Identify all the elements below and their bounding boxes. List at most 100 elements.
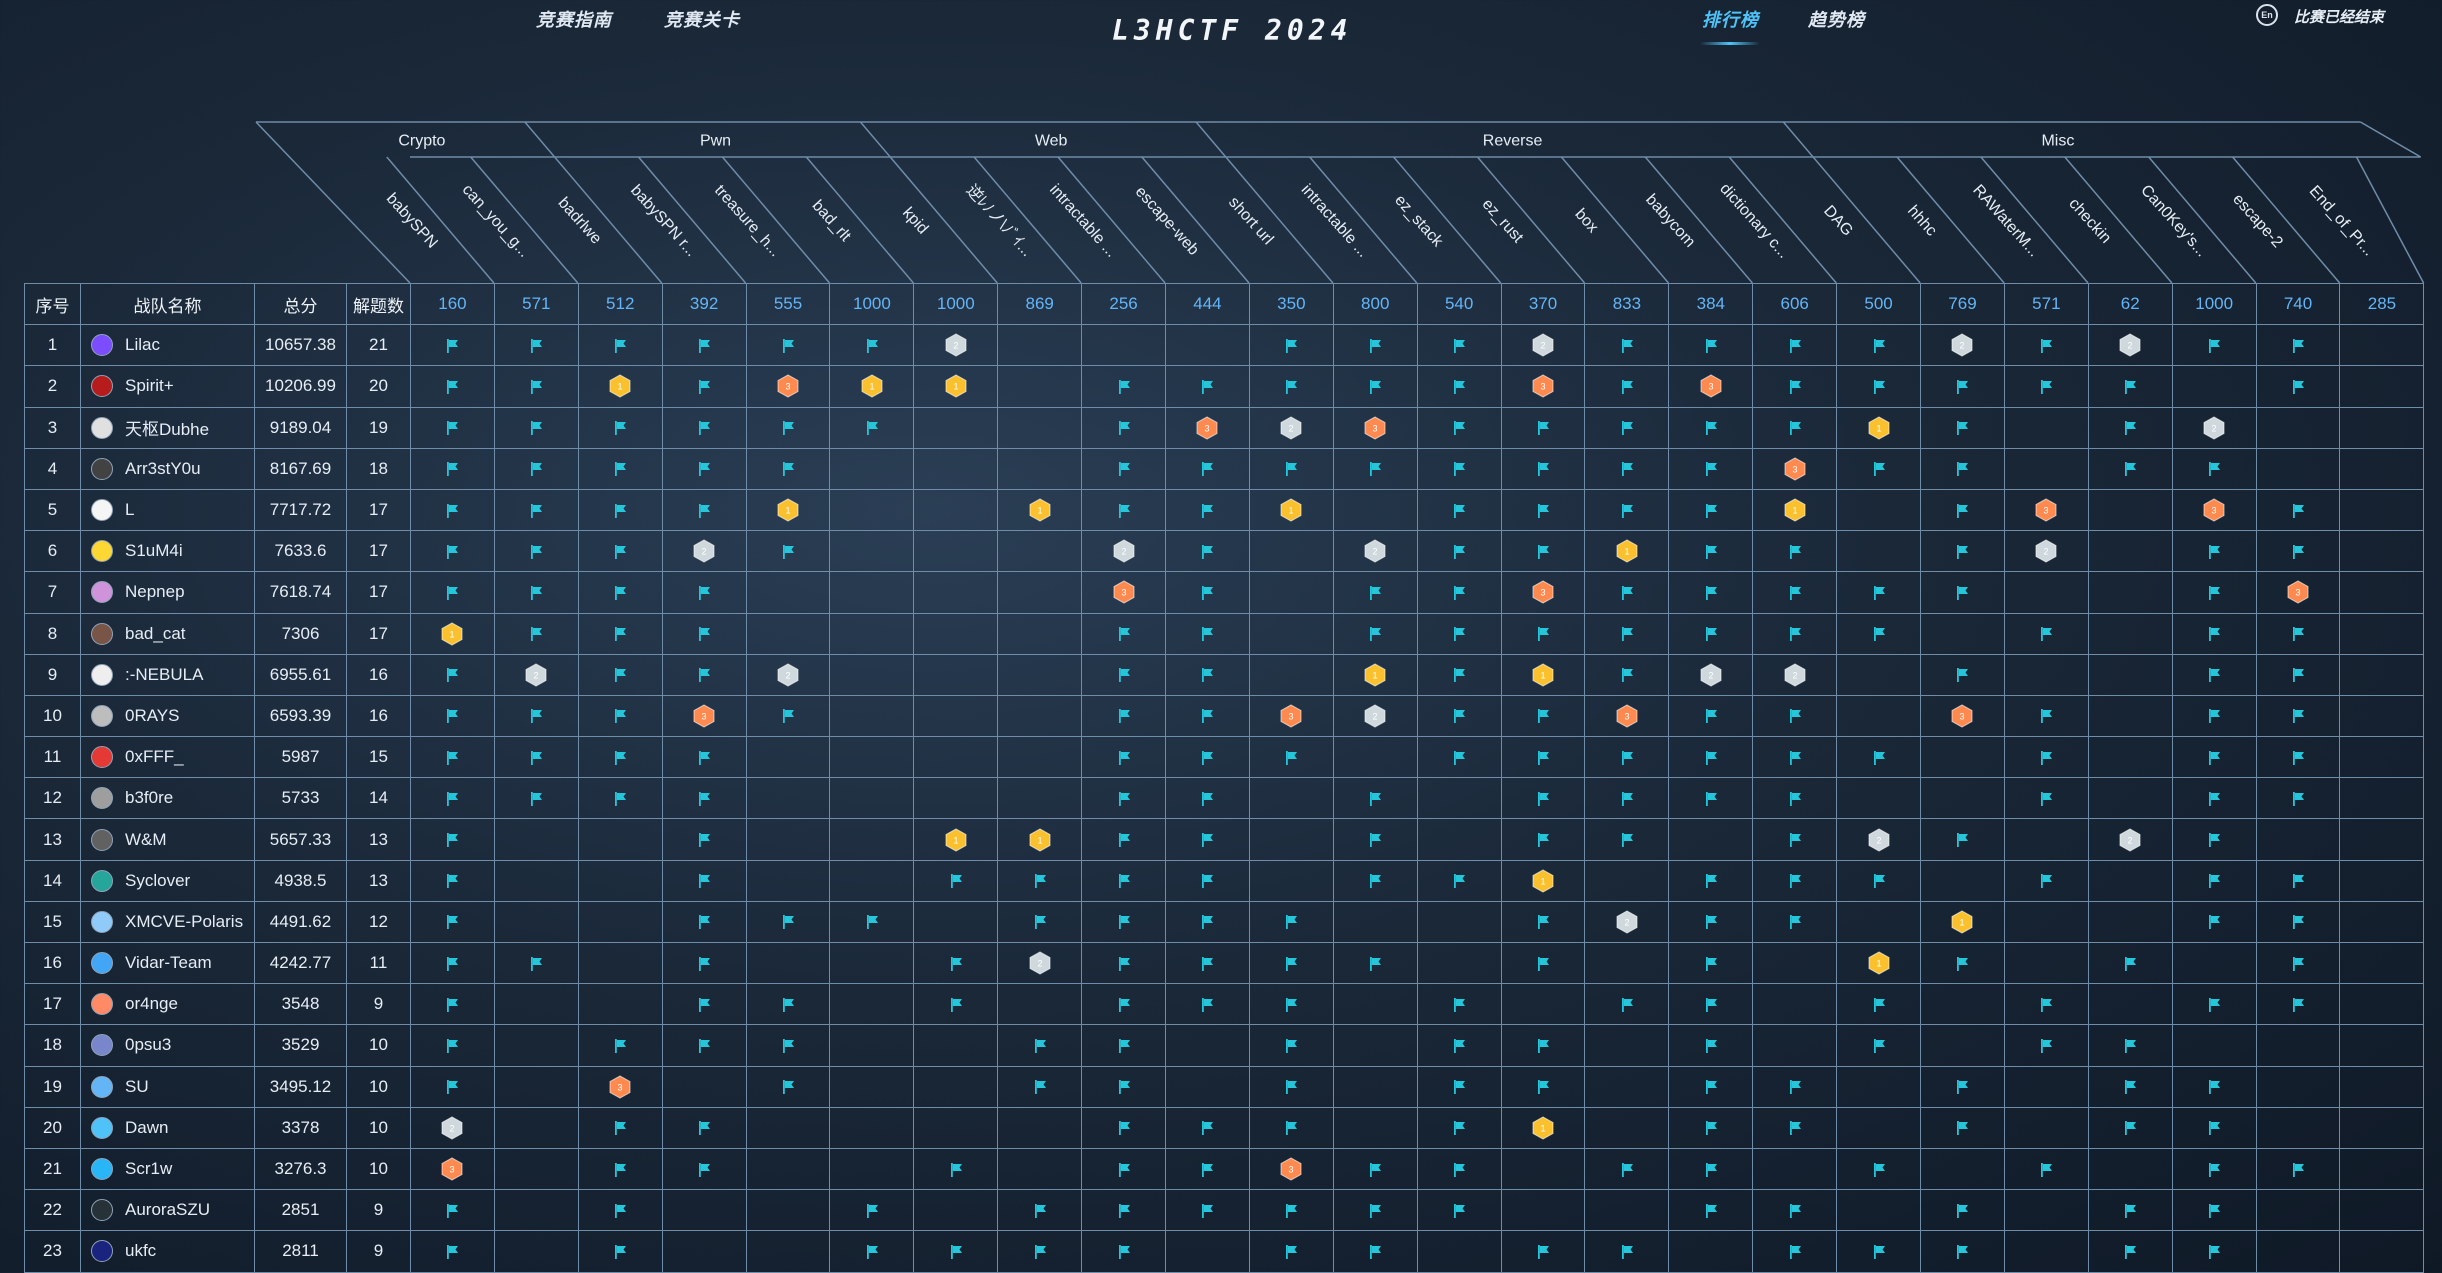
team-name-cell[interactable]: 0xFFF_ <box>80 736 255 779</box>
team-row[interactable]: 4 Arr3stY0u 8167.69 18 3 <box>24 447 2425 490</box>
nav-guide[interactable]: 竞赛指南 <box>536 10 612 30</box>
team-name[interactable]: S1uM4i <box>125 541 183 561</box>
team-name[interactable]: AuroraSZU <box>125 1200 211 1220</box>
team-name-cell[interactable]: XMCVE-Polaris <box>80 900 255 944</box>
svg-text:3: 3 <box>1205 423 1210 433</box>
nav-leaderboard[interactable]: 排行榜 <box>1702 10 1759 30</box>
team-name[interactable]: 0psu3 <box>125 1035 172 1055</box>
team-name[interactable]: Vidar-Team <box>125 953 212 973</box>
challenge-cell <box>1416 406 1502 449</box>
challenge-cell <box>1584 983 1670 1026</box>
team-name-cell[interactable]: ukfc <box>80 1230 255 1273</box>
team-name-cell[interactable]: :-NEBULA <box>80 653 255 696</box>
team-row[interactable]: 19 SU 3495.12 10 3 <box>24 1065 2425 1108</box>
solved-flag-icon <box>531 379 543 394</box>
team-row[interactable]: 10 0RAYS 6593.39 16 3 3 2 3 3 <box>24 694 2425 738</box>
team-name[interactable]: XMCVE-Polaris <box>125 911 244 931</box>
team-row[interactable]: 21 Scr1w 3276.3 10 3 3 <box>24 1147 2425 1191</box>
challenge-cell <box>1752 365 1838 408</box>
team-name-cell[interactable]: Spirit+ <box>80 365 255 408</box>
team-row[interactable]: 11 0xFFF_ 5987 15 <box>24 736 2425 779</box>
team-row[interactable]: 23 ukfc 2811 9 <box>24 1230 2425 1273</box>
team-avatar <box>91 704 113 727</box>
team-name[interactable]: bad_cat <box>125 623 186 643</box>
team-row[interactable]: 14 Syclover 4938.5 13 1 <box>24 859 2425 902</box>
solved-flag-icon <box>1454 874 1466 889</box>
team-row[interactable]: 13 W&M 5657.33 13 1 1 2 2 <box>24 818 2425 861</box>
team-name-cell[interactable]: Vidar-Team <box>80 941 255 985</box>
challenge-cell <box>1081 1147 1167 1191</box>
team-name[interactable]: Lilac <box>125 335 160 355</box>
challenge-cell <box>1920 1024 2005 1067</box>
team-name[interactable]: Spirit+ <box>125 376 174 396</box>
team-name-cell[interactable]: 天枢Dubhe <box>80 406 255 449</box>
team-name-cell[interactable]: bad_cat <box>80 612 255 655</box>
nav-trend[interactable]: 趋势榜 <box>1808 10 1865 30</box>
team-name-cell[interactable]: SU <box>80 1065 255 1108</box>
team-name[interactable]: Scr1w <box>125 1159 173 1179</box>
solved-flag-icon <box>2125 421 2137 436</box>
svg-text:2: 2 <box>1792 670 1797 680</box>
team-name-cell[interactable]: Dawn <box>80 1106 255 1149</box>
team-name[interactable]: 天枢Dubhe <box>125 420 210 440</box>
team-row[interactable]: 1 Lilac 10657.38 21 2 2 2 2 <box>24 324 2425 367</box>
challenge-cell <box>829 694 915 738</box>
team-name-cell[interactable]: Scr1w <box>80 1147 255 1191</box>
challenge-cell <box>829 612 915 655</box>
team-row[interactable]: 6 S1uM4i 7633.6 17 2 2 2 1 2 <box>24 530 2425 573</box>
nav-challenges[interactable]: 竞赛关卡 <box>664 10 740 30</box>
challenge-cell <box>2255 900 2341 944</box>
bronze-medal-icon: 3 <box>693 704 715 728</box>
challenge-cell <box>2339 612 2425 655</box>
team-name[interactable]: SU <box>125 1076 149 1096</box>
team-name[interactable]: ukfc <box>125 1241 157 1261</box>
challenge-cell <box>1752 1189 1838 1232</box>
team-row[interactable]: 8 bad_cat 7306 17 1 <box>24 612 2425 655</box>
team-name-cell[interactable]: S1uM4i <box>80 530 255 573</box>
team-name[interactable]: 0RAYS <box>125 705 180 725</box>
silver-medal-icon: 2 <box>1868 827 1890 852</box>
team-name[interactable]: L <box>125 500 135 520</box>
language-icon[interactable]: En <box>2256 4 2278 26</box>
team-name-cell[interactable]: or4nge <box>80 983 255 1026</box>
team-name-cell[interactable]: Syclover <box>80 859 255 902</box>
challenge-cell <box>913 406 999 449</box>
team-row[interactable]: 3 天枢Dubhe 9189.04 19 3 2 3 1 2 <box>24 406 2425 449</box>
team-name-cell[interactable]: 0psu3 <box>80 1024 255 1067</box>
team-name[interactable]: Dawn <box>125 1117 169 1137</box>
solved-flag-icon <box>1873 997 1885 1012</box>
team-name-cell[interactable]: W&M <box>80 818 255 861</box>
team-name[interactable]: W&M <box>125 829 167 849</box>
challenge-cell <box>1752 1024 1838 1067</box>
team-name-cell[interactable]: b3f0re <box>80 777 255 820</box>
team-name[interactable]: or4nge <box>125 994 178 1014</box>
team-row[interactable]: 16 Vidar-Team 4242.77 11 2 1 <box>24 941 2425 985</box>
solved-flag-icon <box>1118 874 1130 889</box>
team-name[interactable]: b3f0re <box>125 788 174 808</box>
team-row[interactable]: 22 AuroraSZU 2851 9 <box>24 1189 2425 1232</box>
team-name[interactable]: Syclover <box>125 870 191 890</box>
team-row[interactable]: 17 or4nge 3548 9 <box>24 983 2425 1026</box>
solved-flag-icon <box>615 709 627 724</box>
team-row[interactable]: 12 b3f0re 5733 14 <box>24 777 2425 820</box>
team-row[interactable]: 2 Spirit+ 10206.99 20 1 3 1 1 3 3 <box>24 365 2425 408</box>
team-row[interactable]: 20 Dawn 3378 10 2 1 <box>24 1106 2425 1149</box>
gold-medal-icon: 1 <box>441 622 463 646</box>
team-row[interactable]: 9:-NEBULA 6955.61 16 2 2 1 1 2 2 <box>24 653 2425 696</box>
team-name-cell[interactable]: AuroraSZU <box>80 1189 255 1232</box>
team-row[interactable]: 18 0psu3 3529 10 <box>24 1024 2425 1067</box>
team-name-cell[interactable]: 0RAYS <box>80 694 255 738</box>
team-name-cell[interactable]: Arr3stY0u <box>80 447 255 490</box>
challenge-cell <box>2003 859 2089 902</box>
team-row[interactable]: 15 XMCVE-Polaris 4491.62 12 2 1 <box>24 900 2425 944</box>
challenge-cell <box>2339 983 2425 1026</box>
team-name[interactable]: Arr3stY0u <box>125 458 201 478</box>
team-name-cell[interactable]: Lilac <box>80 324 255 367</box>
team-name-cell[interactable]: L <box>80 488 255 532</box>
team-name[interactable]: Nepnep <box>125 582 185 602</box>
team-row[interactable]: 5 L 7717.72 17 1 1 1 1 3 3 <box>24 488 2425 532</box>
team-name-cell[interactable]: Nepnep <box>80 571 255 614</box>
team-row[interactable]: 7 Nepnep 7618.74 17 3 3 3 <box>24 571 2425 614</box>
team-name[interactable]: 0xFFF_ <box>125 747 184 767</box>
team-name[interactable]: :-NEBULA <box>125 664 204 684</box>
